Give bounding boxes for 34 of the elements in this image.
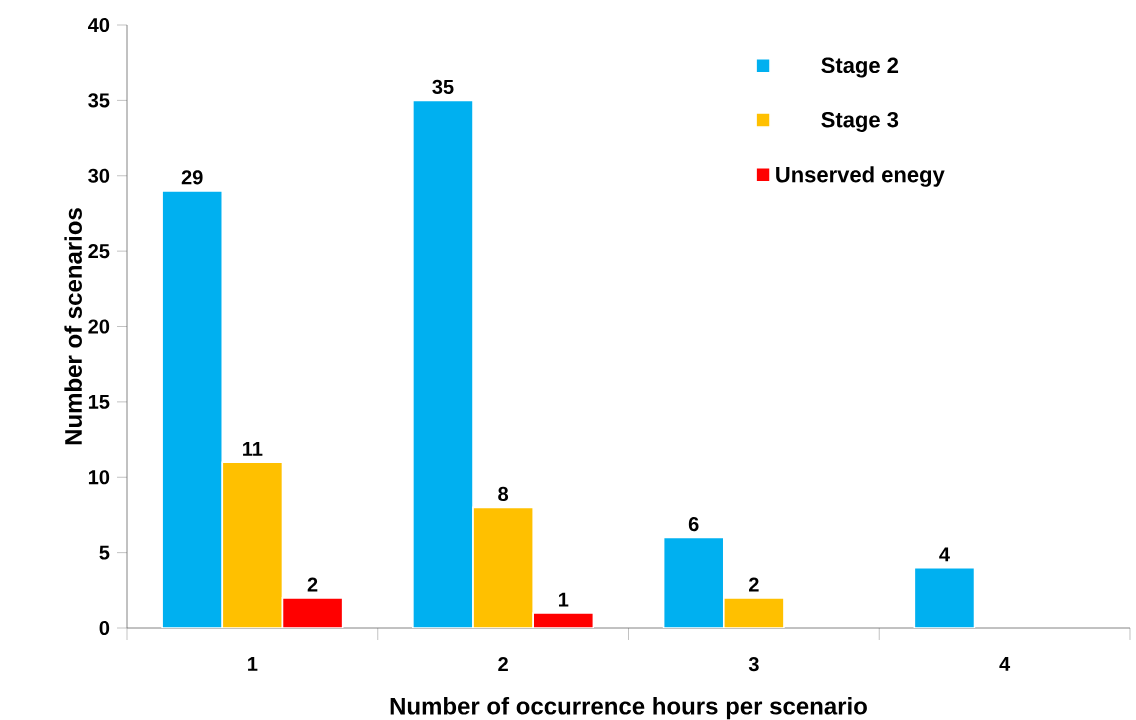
bar [913, 566, 976, 628]
legend-label: Unserved enegy [776, 166, 945, 187]
x-tick-label: 3 [748, 657, 759, 672]
data-label: 4 [939, 547, 950, 562]
data-label: 11 [243, 442, 263, 456]
y-tick-label: 5 [99, 545, 110, 560]
x-tick-label: 2 [498, 657, 508, 672]
data-label: 1 [559, 592, 569, 607]
x-tick-label: 4 [999, 657, 1011, 671]
bar [412, 99, 474, 628]
y-axis-title: Number of scenarios [64, 208, 82, 445]
data-label: 6 [688, 517, 699, 532]
legend-label: Stage 2 [821, 57, 899, 78]
data-label: 2 [307, 577, 318, 592]
bar [472, 506, 535, 628]
y-tick-label: 15 [88, 394, 110, 409]
y-tick-label: 20 [88, 319, 110, 334]
y-tick-label: 10 [88, 470, 110, 485]
bar [221, 461, 284, 628]
y-tick-label: 25 [88, 244, 110, 259]
y-tick-label: 40 [88, 17, 110, 33]
bar [662, 536, 725, 628]
y-tick-label: 35 [88, 93, 110, 108]
bar [722, 597, 785, 628]
x-axis-title: Number of occurrence hours per scenario [390, 697, 867, 720]
data-label: 35 [432, 79, 454, 94]
data-label: 29 [181, 170, 203, 185]
bar [161, 190, 224, 628]
data-label: 2 [749, 577, 759, 592]
data-label: 8 [498, 486, 509, 501]
legend-label: Stage 3 [821, 111, 899, 132]
y-tick-label: 30 [88, 168, 110, 183]
y-tick-label: 0 [99, 620, 110, 636]
x-tick-label: 1 [248, 657, 258, 671]
